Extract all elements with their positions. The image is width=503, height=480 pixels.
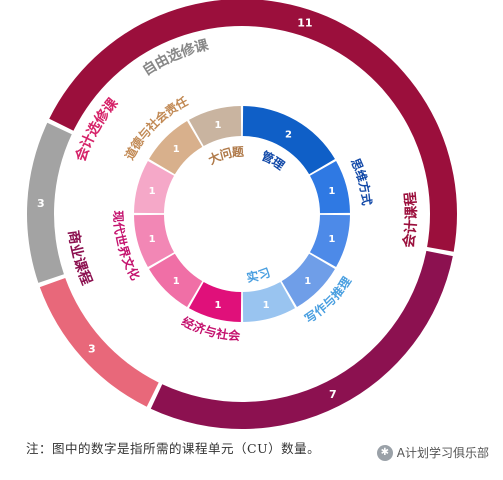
inner-value-label-1: 1 (328, 186, 335, 197)
inner-category-label-0: 管理 (259, 147, 287, 172)
inner-slice-9 (149, 121, 203, 175)
inner-value-label-5: 1 (214, 300, 221, 311)
outer-value-label-3: 3 (37, 197, 45, 210)
inner-value-label-4: 1 (263, 300, 270, 311)
inner-slice-6 (149, 253, 203, 307)
inner-category-label-8: 社区服务 (173, 172, 200, 224)
inner-slice-8 (134, 160, 175, 214)
inner-slice-2 (309, 214, 350, 268)
inner-category-label-2: 计算能力 (282, 205, 308, 254)
inner-value-label-3: 1 (304, 276, 311, 287)
inner-category-label-1: 思维方式 (348, 156, 375, 206)
inner-value-label-8: 1 (149, 186, 156, 197)
inner-value-label-6: 1 (173, 276, 180, 287)
inner-slice-10 (188, 106, 242, 147)
wechat-icon: ✱ (376, 444, 393, 461)
inner-category-label-10: 大问题 (206, 144, 246, 167)
inner-slice-0 (242, 106, 335, 175)
chart-note: 注：图中的数字是指所需的课程单元（CU）数量。 (26, 441, 321, 456)
outer-slice-1 (150, 250, 453, 429)
inner-value-label-10: 1 (214, 120, 221, 131)
watermark: ✱ A计划学习俱乐部 (376, 444, 489, 461)
outer-value-label-2: 3 (88, 342, 96, 355)
outer-slice-0 (49, 0, 457, 252)
inner-value-label-2: 1 (328, 234, 335, 245)
outer-category-label-0: 会计课程 (400, 191, 420, 249)
outer-value-label-1: 7 (329, 388, 337, 401)
inner-value-label-9: 1 (173, 144, 180, 155)
inner-category-label-4: 实习 (245, 265, 272, 285)
inner-value-label-7: 1 (149, 234, 156, 245)
inner-value-label-0: 2 (285, 129, 292, 140)
outer-value-label-0: 11 (297, 17, 312, 30)
outer-category-label-1: 商业课程 (65, 229, 95, 287)
inner-slice-5 (188, 281, 242, 322)
outer-slice-3 (26, 122, 72, 283)
inner-slice-1 (309, 160, 350, 214)
inner-slice-7 (134, 214, 175, 268)
watermark-text: A计划学习俱乐部 (396, 446, 489, 460)
outer-slice-2 (39, 277, 159, 407)
inner-slice-3 (281, 253, 335, 307)
inner-slice-4 (242, 281, 296, 322)
